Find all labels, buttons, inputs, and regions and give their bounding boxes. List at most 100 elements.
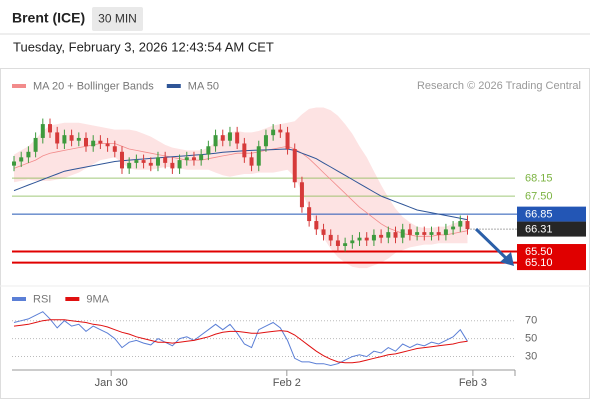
legend-label: 9MA xyxy=(86,293,109,305)
candle-body xyxy=(155,157,160,166)
legend-swatch xyxy=(12,84,26,88)
candle-body xyxy=(127,162,132,169)
candle-body xyxy=(343,243,348,246)
forecast-arrow xyxy=(474,227,510,262)
candle-body xyxy=(141,160,146,163)
candle-body xyxy=(371,234,376,241)
legend-label: MA 50 xyxy=(188,80,219,92)
level-label-box xyxy=(517,255,586,271)
candle-body xyxy=(357,237,362,241)
candle-body xyxy=(328,234,333,241)
candle-body xyxy=(206,146,211,155)
timeframe-box[interactable] xyxy=(92,7,143,31)
candle-body xyxy=(105,143,110,147)
y-tick-label: 70 xyxy=(525,315,537,327)
level-label: 65.50 xyxy=(525,246,553,258)
moving-average xyxy=(13,148,468,221)
candle-body xyxy=(249,157,254,166)
level-label: 65.10 xyxy=(525,257,553,269)
legend-label: RSI xyxy=(33,293,51,305)
legend-swatch xyxy=(12,297,26,301)
candle-body xyxy=(191,157,196,161)
candle-body xyxy=(429,232,434,235)
last-price-label: 66.31 xyxy=(525,223,553,235)
candle-body xyxy=(407,229,412,235)
candle-body xyxy=(443,229,448,235)
level-label: 67.50 xyxy=(525,191,553,203)
candle-body xyxy=(199,154,204,161)
y-tick-label: 30 xyxy=(525,350,537,362)
candle-body xyxy=(458,221,463,227)
candle-body xyxy=(55,132,60,144)
candle-body xyxy=(321,229,326,235)
candle-body xyxy=(33,137,38,152)
candle-body xyxy=(148,162,153,166)
instrument-title: Brent (ICE) xyxy=(12,10,85,26)
x-tick-label: Feb 3 xyxy=(459,377,487,389)
candle-body xyxy=(48,124,53,133)
level-label: 68.15 xyxy=(525,173,553,185)
candle-body xyxy=(379,234,384,238)
candle-body xyxy=(119,151,124,169)
candle-body xyxy=(465,221,470,230)
candle-body xyxy=(213,135,218,147)
indicator-line xyxy=(13,311,468,367)
indicator-line xyxy=(13,319,468,364)
candle-body xyxy=(112,146,117,152)
candle-body xyxy=(235,132,240,144)
candle-body xyxy=(415,232,420,235)
candle-body xyxy=(271,129,276,136)
candle-body xyxy=(220,135,225,141)
candle-body xyxy=(134,160,139,163)
level-label: 66.85 xyxy=(525,209,553,221)
candle-body xyxy=(170,162,175,169)
timeframe[interactable]: 30 MIN xyxy=(98,12,137,26)
credit: Research © 2026 Trading Central xyxy=(417,80,581,92)
forecast-arrowhead xyxy=(500,252,514,266)
legend-swatch xyxy=(166,84,181,88)
candle-body xyxy=(12,161,17,166)
candle-body xyxy=(364,237,369,241)
x-tick-label: Feb 2 xyxy=(273,377,301,389)
candle-body xyxy=(393,232,398,238)
level-label-box xyxy=(517,206,586,222)
candle-body xyxy=(98,140,103,144)
candle-body xyxy=(263,135,268,147)
candle-body xyxy=(177,160,182,169)
candle-body xyxy=(335,240,340,246)
candle-body xyxy=(242,143,247,158)
candle-body xyxy=(227,132,232,141)
candle-body xyxy=(422,232,427,235)
candle-body xyxy=(76,137,81,141)
candle-body xyxy=(350,240,355,244)
candle-body xyxy=(163,157,168,163)
bollinger-band xyxy=(14,107,468,269)
candle-body xyxy=(91,140,96,147)
candle-body xyxy=(386,232,391,238)
candle-body xyxy=(292,149,297,183)
candle-body xyxy=(285,132,290,150)
timestamp: Tuesday, February 3, 2026 12:43:54 AM CE… xyxy=(13,39,274,54)
candle-body xyxy=(69,135,74,141)
candle-body xyxy=(26,151,31,158)
candle-body xyxy=(62,135,67,144)
moving-average xyxy=(13,143,468,237)
legend-swatch xyxy=(65,297,80,301)
candle-body xyxy=(451,226,456,230)
candle-body xyxy=(307,207,312,222)
last-price-box xyxy=(517,221,586,237)
candle-body xyxy=(256,146,261,166)
legend-label: MA 20 + Bollinger Bands xyxy=(33,80,154,92)
candle-body xyxy=(314,221,319,230)
candle-body xyxy=(40,124,45,138)
candle-body xyxy=(83,137,88,147)
candle-body xyxy=(184,157,189,161)
candle-body xyxy=(400,229,405,238)
candle-body xyxy=(299,182,304,208)
x-tick-label: Jan 30 xyxy=(95,377,128,389)
candle-body xyxy=(278,129,283,133)
candle-body xyxy=(19,157,24,162)
candle-body xyxy=(436,232,441,235)
